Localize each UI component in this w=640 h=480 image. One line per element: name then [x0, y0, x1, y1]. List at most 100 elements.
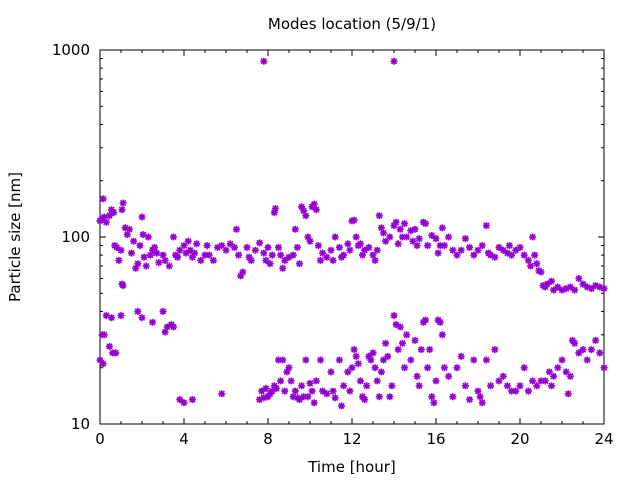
- data-points: [96, 57, 608, 410]
- data-point: [264, 243, 272, 251]
- data-point: [415, 382, 423, 390]
- data-point: [180, 242, 188, 250]
- data-point: [550, 286, 558, 294]
- x-tick-label: 8: [263, 430, 273, 448]
- data-point: [291, 387, 299, 395]
- data-point: [583, 356, 591, 364]
- data-point: [340, 382, 348, 390]
- data-point: [369, 251, 377, 259]
- data-point: [527, 262, 534, 270]
- data-point: [508, 387, 516, 395]
- data-point: [529, 233, 537, 241]
- data-point: [478, 399, 486, 407]
- data-point: [239, 268, 247, 276]
- y-axis: 10 100 1000: [52, 41, 604, 433]
- data-point: [545, 368, 553, 376]
- data-point: [117, 312, 125, 320]
- data-point: [275, 356, 282, 364]
- data-point: [312, 377, 320, 385]
- data-point: [142, 262, 150, 270]
- data-point: [401, 220, 408, 228]
- data-point: [482, 222, 490, 230]
- data-point: [424, 242, 432, 250]
- x-tick-label: 0: [95, 430, 105, 448]
- data-point: [300, 393, 308, 401]
- data-point: [596, 349, 604, 357]
- data-point: [176, 246, 184, 254]
- data-point: [413, 372, 421, 380]
- data-point: [356, 240, 364, 248]
- data-point: [275, 243, 282, 251]
- data-point: [365, 243, 373, 251]
- data-point: [386, 393, 394, 401]
- data-point: [434, 249, 442, 257]
- data-point: [327, 368, 335, 376]
- data-point: [369, 349, 377, 357]
- data-point: [457, 352, 465, 360]
- data-point: [445, 233, 453, 241]
- data-point: [306, 379, 314, 387]
- data-point: [390, 312, 398, 320]
- data-point: [554, 283, 562, 291]
- data-point: [533, 260, 541, 268]
- data-point: [409, 237, 417, 245]
- data-point: [310, 200, 318, 208]
- data-point: [99, 195, 107, 203]
- data-point: [251, 246, 259, 254]
- data-point: [600, 364, 608, 372]
- data-point: [478, 242, 486, 250]
- data-point: [308, 387, 316, 395]
- data-point: [335, 243, 343, 251]
- y-tick-label: 100: [61, 228, 90, 246]
- data-point: [338, 402, 345, 410]
- data-point: [548, 277, 555, 285]
- data-point: [136, 242, 144, 250]
- data-point: [424, 364, 432, 372]
- data-point: [476, 393, 484, 401]
- data-point: [203, 242, 211, 250]
- data-point: [587, 285, 595, 293]
- data-point: [356, 377, 364, 385]
- x-axis-label: Time [hour]: [307, 458, 396, 476]
- data-point: [108, 314, 115, 322]
- data-point: [323, 253, 331, 261]
- data-point: [214, 243, 222, 251]
- data-point: [304, 393, 312, 401]
- data-point: [566, 283, 574, 291]
- data-point: [132, 264, 140, 272]
- data-point: [151, 243, 159, 251]
- data-point: [277, 377, 285, 385]
- data-point: [592, 336, 600, 344]
- data-point: [432, 377, 440, 385]
- data-point: [596, 283, 604, 291]
- data-point: [371, 364, 379, 372]
- data-point: [304, 233, 312, 241]
- data-point: [130, 237, 138, 245]
- data-point: [191, 249, 198, 257]
- x-tick-label: 20: [510, 430, 529, 448]
- data-point: [562, 368, 570, 376]
- data-point: [394, 240, 402, 248]
- data-point: [285, 253, 293, 261]
- data-point: [382, 237, 390, 245]
- data-point: [361, 246, 369, 254]
- data-point: [260, 249, 268, 257]
- data-point: [350, 346, 358, 354]
- data-point: [235, 251, 243, 259]
- data-point: [396, 225, 404, 233]
- data-point: [365, 352, 373, 360]
- data-point: [401, 364, 408, 372]
- data-point: [461, 235, 469, 243]
- data-point: [256, 239, 264, 247]
- data-point: [587, 346, 595, 354]
- data-point: [106, 342, 113, 350]
- data-point: [417, 346, 425, 354]
- data-point: [520, 251, 528, 259]
- data-point: [440, 364, 448, 372]
- data-point: [149, 318, 156, 326]
- data-point: [350, 216, 358, 224]
- data-point: [346, 246, 354, 254]
- data-point: [411, 336, 419, 344]
- data-point: [413, 242, 421, 250]
